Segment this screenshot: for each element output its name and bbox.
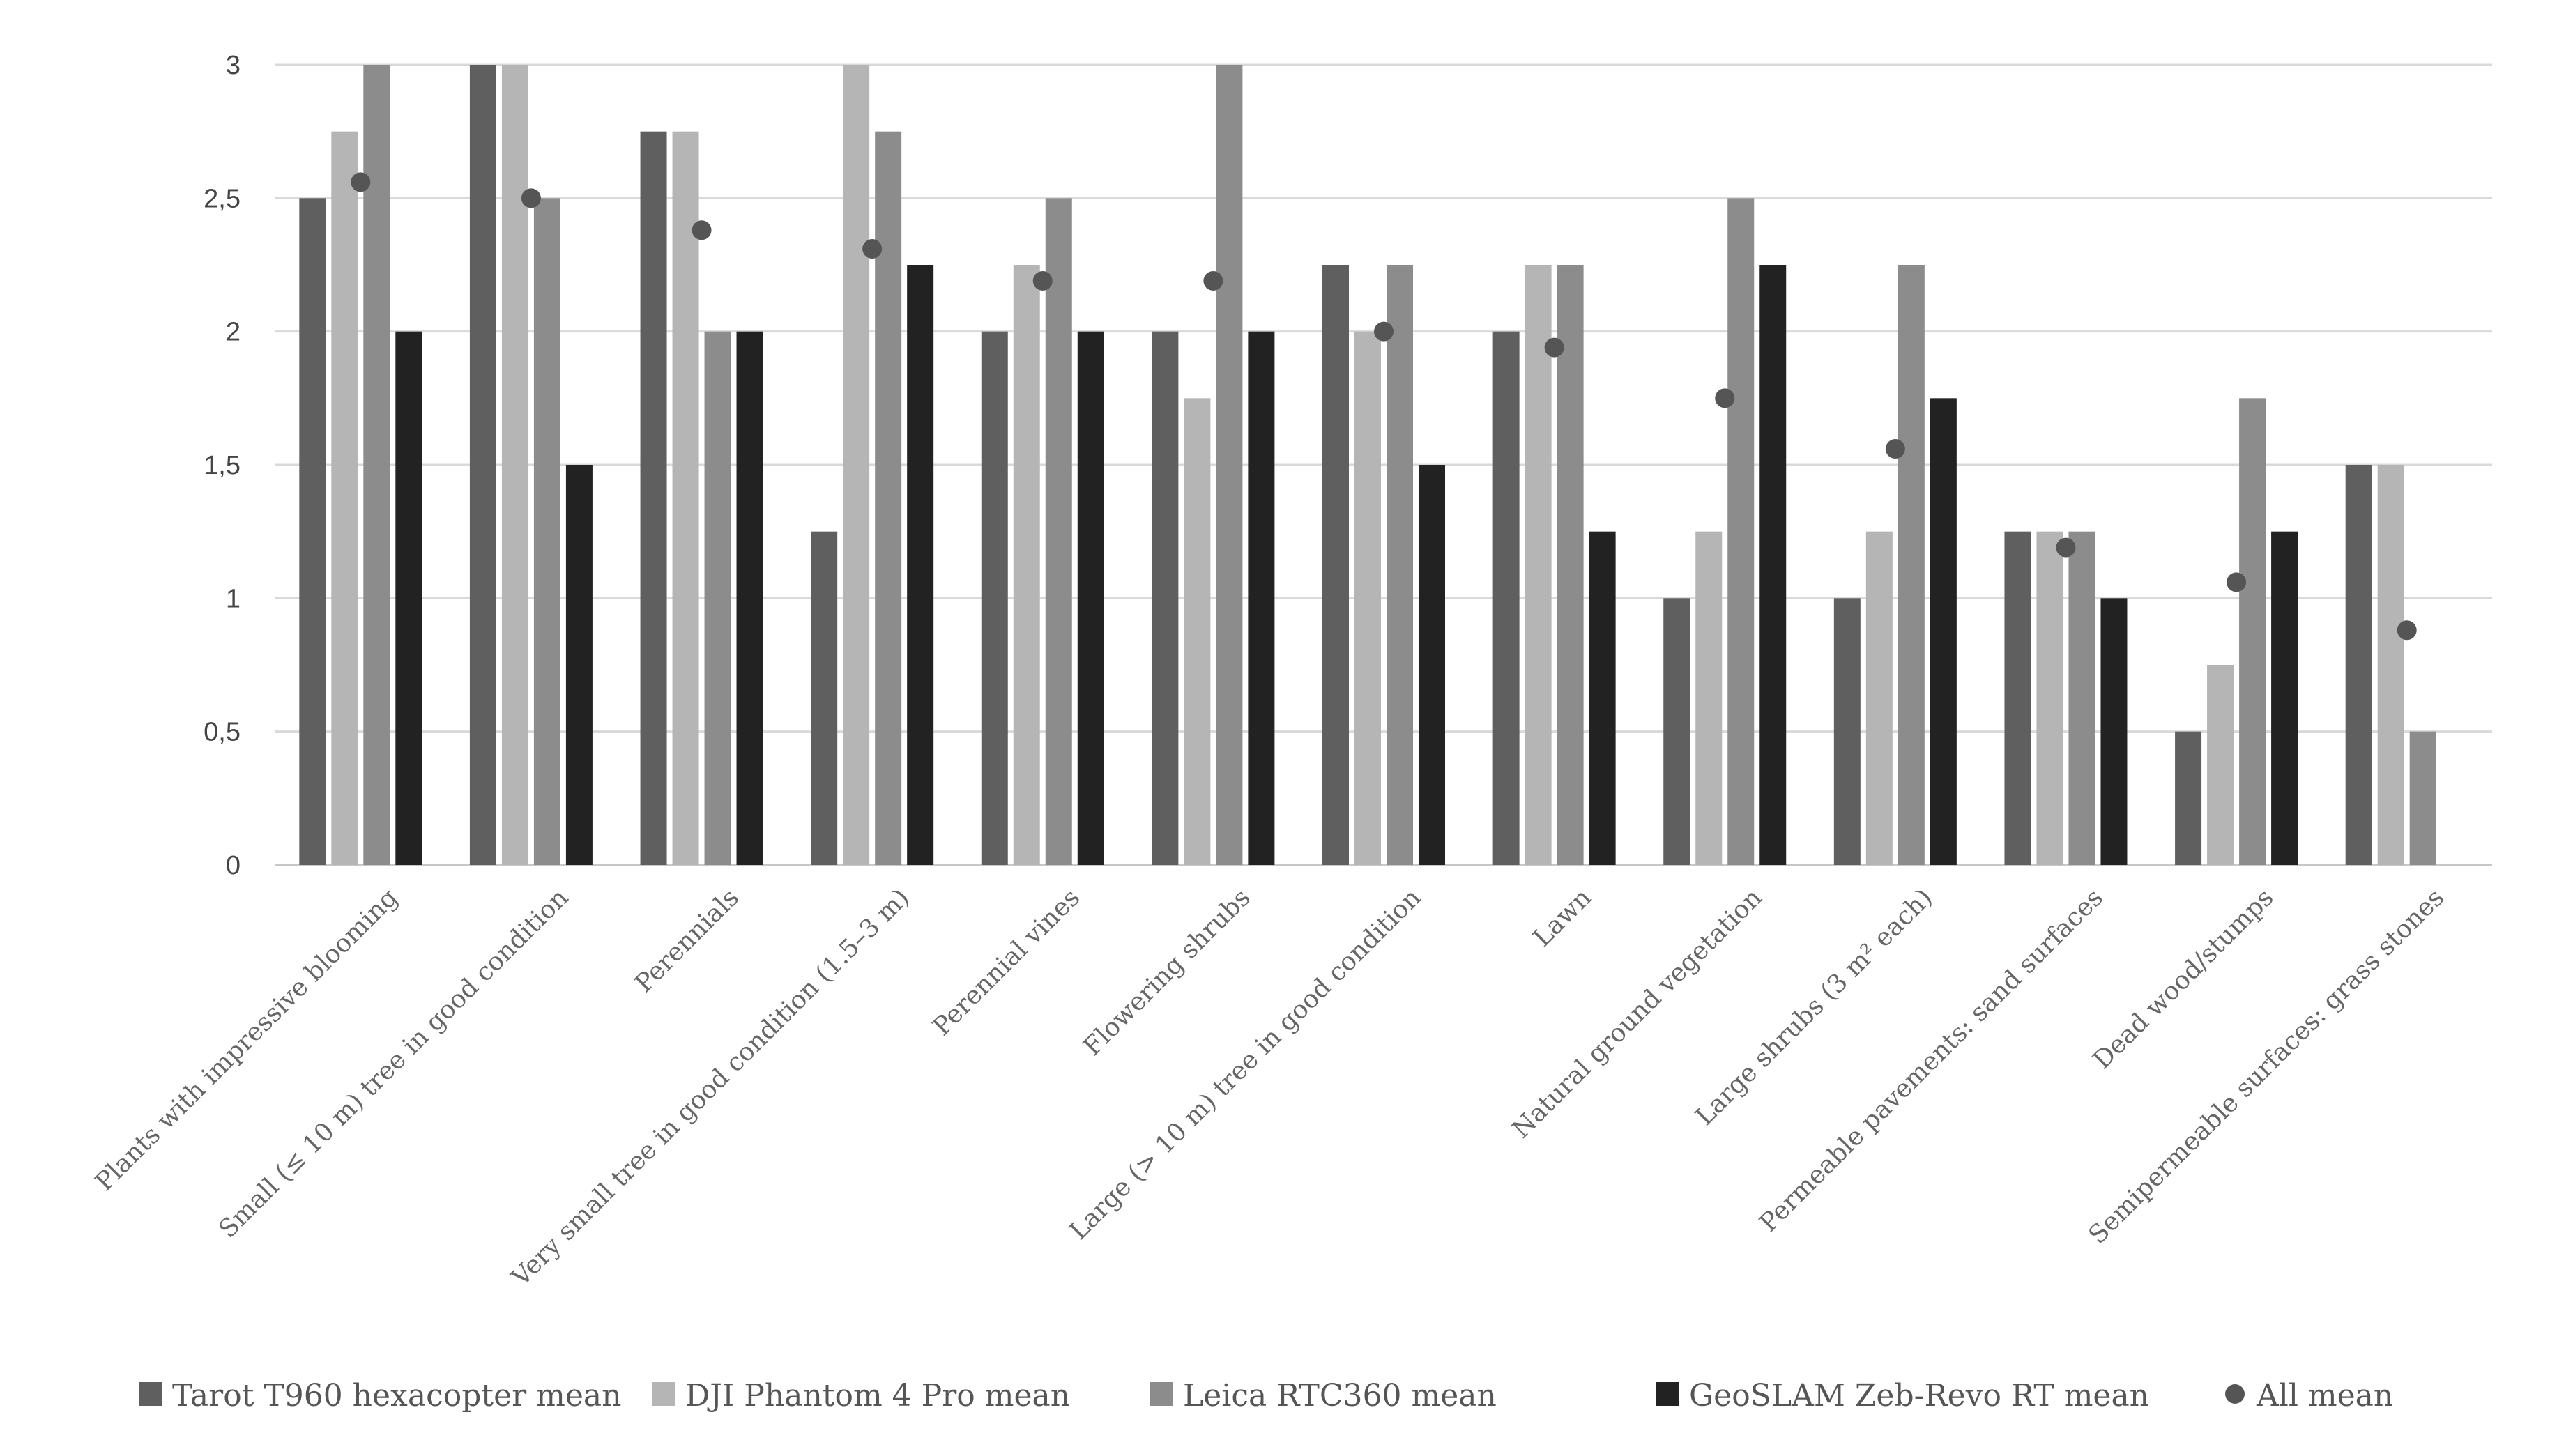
bar bbox=[299, 198, 326, 865]
x-tick-label: Lawn bbox=[1528, 883, 1597, 952]
bar bbox=[2036, 531, 2063, 865]
bar bbox=[1898, 265, 1925, 865]
bar bbox=[2175, 731, 2202, 865]
bar bbox=[1833, 598, 1861, 865]
y-tick-label: 1,5 bbox=[204, 451, 241, 480]
y-tick-label: 0,5 bbox=[204, 718, 241, 747]
bar bbox=[1077, 331, 1104, 866]
bar bbox=[843, 65, 870, 865]
mean-point bbox=[1544, 337, 1564, 358]
bar bbox=[811, 531, 838, 865]
mean-point bbox=[1203, 270, 1223, 291]
legend: Tarot T960 hexacopter mean DJI Phantom 4 … bbox=[139, 1378, 2393, 1413]
x-tick-label: Flowering shrubs bbox=[1078, 883, 1255, 1061]
mean-point bbox=[1715, 388, 1735, 408]
bar bbox=[1184, 398, 1211, 865]
legend-label: All mean bbox=[2256, 1378, 2393, 1413]
bar bbox=[1865, 531, 1893, 865]
y-tick-label: 2 bbox=[226, 318, 241, 347]
legend-swatch bbox=[139, 1382, 162, 1406]
bar bbox=[2409, 731, 2436, 865]
x-tick-label: Dead wood/stumps bbox=[2088, 883, 2280, 1075]
bar bbox=[736, 331, 763, 866]
legend-swatch bbox=[1150, 1382, 1173, 1406]
bar bbox=[1492, 331, 1520, 866]
mean-point bbox=[2056, 537, 2076, 558]
mean-point bbox=[692, 220, 712, 240]
bar bbox=[1419, 465, 1445, 865]
bar bbox=[2100, 598, 2128, 865]
bar bbox=[2345, 465, 2372, 865]
bar bbox=[981, 331, 1008, 866]
legend-label: Tarot T960 hexacopter mean bbox=[172, 1378, 621, 1413]
all-mean-points bbox=[351, 172, 2417, 641]
mean-point bbox=[1374, 321, 1394, 342]
bar bbox=[2004, 531, 2031, 865]
legend-dot bbox=[2225, 1384, 2245, 1404]
bar bbox=[501, 65, 528, 865]
bar bbox=[1248, 331, 1275, 866]
bar bbox=[469, 65, 496, 865]
bar bbox=[1152, 331, 1179, 866]
bar bbox=[672, 131, 699, 866]
bar bbox=[1930, 398, 1957, 865]
mean-point bbox=[862, 239, 883, 259]
bar bbox=[1759, 265, 1787, 865]
bar bbox=[1322, 265, 1349, 865]
x-tick-label: Very small tree in good condition (1.5–3… bbox=[506, 883, 915, 1292]
legend-label: DJI Phantom 4 Pro mean bbox=[685, 1378, 1070, 1413]
bar bbox=[2239, 398, 2266, 865]
x-tick-label: Large (> 10 m) tree in good condition bbox=[1064, 883, 1427, 1246]
mean-point bbox=[351, 172, 371, 192]
mean-point bbox=[2397, 620, 2417, 641]
bar bbox=[2207, 665, 2234, 865]
bar bbox=[2377, 465, 2404, 865]
bar bbox=[1354, 331, 1381, 866]
bar bbox=[1727, 198, 1755, 865]
x-tick-label: Plants with impressive blooming bbox=[90, 883, 404, 1197]
y-tick-label: 3 bbox=[226, 51, 241, 80]
y-axis-ticks: 0 0,5 1 1,5 2 2,5 3 bbox=[204, 51, 241, 880]
bar bbox=[1525, 265, 1552, 865]
bar bbox=[363, 65, 390, 865]
bar bbox=[1589, 531, 1616, 865]
mean-point bbox=[1032, 270, 1053, 291]
bar bbox=[875, 131, 902, 866]
bar bbox=[1695, 531, 1723, 865]
bar bbox=[2068, 531, 2095, 865]
bar bbox=[704, 331, 731, 866]
bar bbox=[1557, 265, 1584, 865]
legend-swatch bbox=[652, 1382, 675, 1406]
bar bbox=[1663, 598, 1690, 865]
y-tick-label: 2,5 bbox=[204, 184, 241, 213]
y-tick-label: 0 bbox=[226, 851, 241, 880]
legend-swatch bbox=[1656, 1382, 1679, 1406]
bar bbox=[1045, 198, 1072, 865]
mean-point bbox=[2227, 572, 2247, 592]
bar bbox=[640, 131, 667, 866]
bar bbox=[331, 131, 358, 866]
x-tick-label: Small (≤ 10 m) tree in good condition bbox=[213, 883, 574, 1243]
x-tick-label: Permeable pavements: sand surfaces bbox=[1755, 883, 2109, 1237]
x-tick-label: Semipermeable surfaces: grass stones bbox=[2083, 883, 2450, 1250]
bar bbox=[2271, 531, 2298, 865]
mean-point bbox=[1885, 439, 1905, 459]
x-tick-label: Perennials bbox=[629, 883, 745, 998]
y-tick-label: 1 bbox=[226, 584, 241, 613]
bar bbox=[565, 465, 593, 865]
legend-label: GeoSLAM Zeb-Revo RT mean bbox=[1689, 1378, 2149, 1413]
bar bbox=[907, 265, 934, 865]
mean-point bbox=[521, 188, 541, 208]
bar bbox=[1013, 265, 1040, 865]
legend-label: Leica RTC360 mean bbox=[1183, 1378, 1497, 1413]
bar bbox=[1216, 65, 1243, 865]
bar bbox=[533, 198, 560, 865]
bars bbox=[299, 65, 2436, 866]
bar bbox=[395, 331, 422, 866]
bar bbox=[1387, 265, 1413, 865]
x-tick-label: Perennial vines bbox=[927, 883, 1085, 1041]
grid-lines bbox=[275, 63, 2492, 866]
